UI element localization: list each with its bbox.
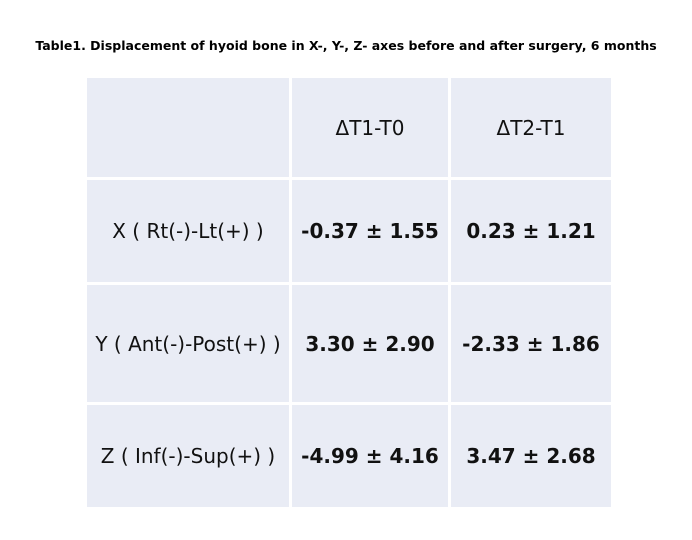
data-table: ΔT1-T0 ΔT2-T1 X ( Rt(-)-Lt(+) ) -0.37 ± 1.5… bbox=[84, 75, 614, 510]
row-label: X ( Rt(-)-Lt(+) ) bbox=[84, 177, 292, 285]
table-title: Table1. Displacement of hyoid bone in X-… bbox=[35, 38, 657, 53]
value-cell: -4.99 ± 4.16 bbox=[289, 402, 451, 510]
table-row: Z ( Inf(-)-Sup(+) ) -4.99 ± 4.16 3.47 ± 2.… bbox=[84, 402, 614, 510]
row-label: Z ( Inf(-)-Sup(+) ) bbox=[84, 402, 292, 510]
column-header: ΔT2-T1 bbox=[448, 75, 614, 180]
value-cell: -0.37 ± 1.55 bbox=[289, 177, 451, 285]
value-cell: 3.30 ± 2.90 bbox=[289, 282, 451, 405]
value-cell: -2.33 ± 1.86 bbox=[448, 282, 614, 405]
corner-cell bbox=[84, 75, 292, 180]
table-row: X ( Rt(-)-Lt(+) ) -0.37 ± 1.55 0.23 ± 1.21 bbox=[84, 177, 614, 285]
table-row: Y ( Ant(-)-Post(+) ) 3.30 ± 2.90 -2.33 ± 1… bbox=[84, 282, 614, 405]
column-header: ΔT1-T0 bbox=[289, 75, 451, 180]
value-cell: 3.47 ± 2.68 bbox=[448, 402, 614, 510]
row-label: Y ( Ant(-)-Post(+) ) bbox=[84, 282, 292, 405]
header-row: ΔT1-T0 ΔT2-T1 bbox=[84, 75, 614, 180]
value-cell: 0.23 ± 1.21 bbox=[448, 177, 614, 285]
